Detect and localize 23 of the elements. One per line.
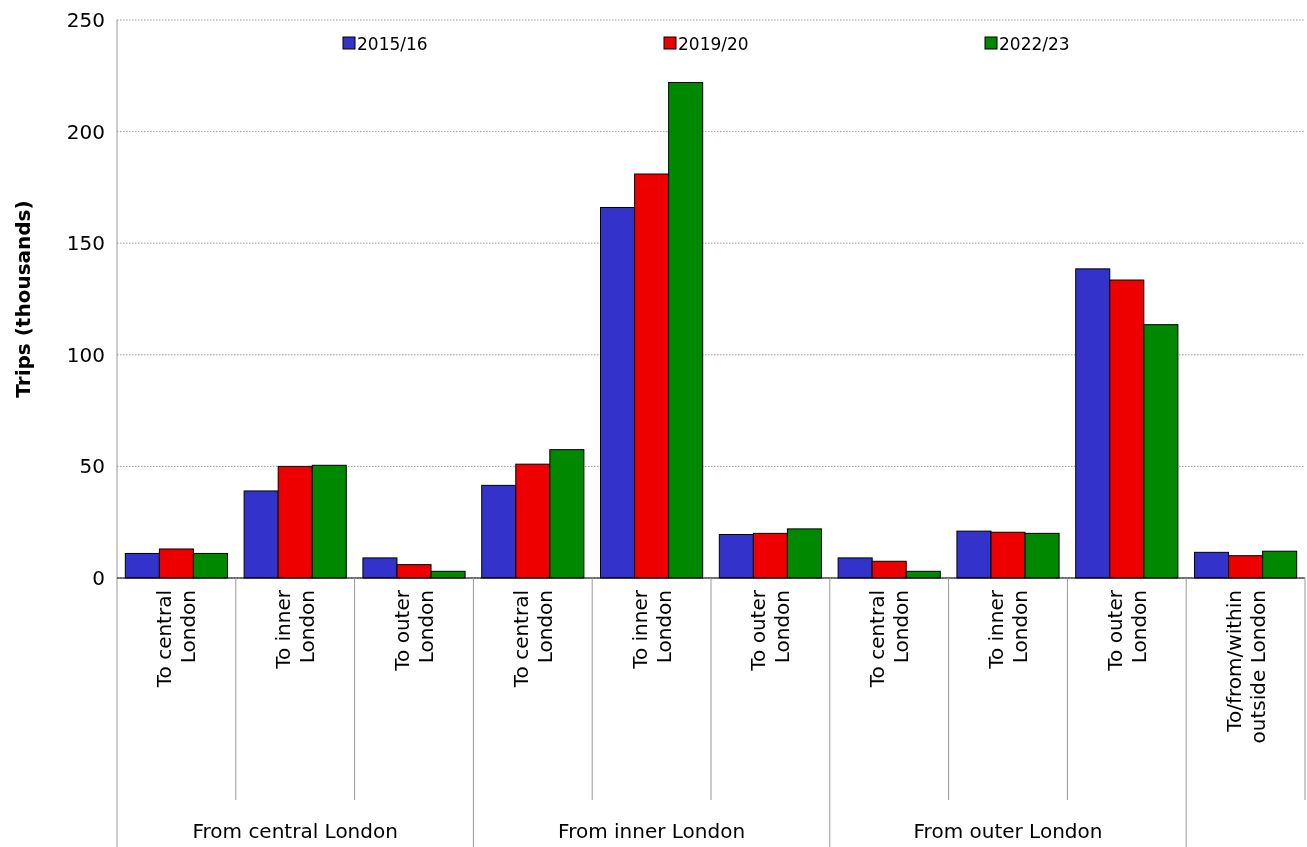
x-tick-label: To outer London: [746, 589, 795, 672]
text: From inner London: [558, 819, 746, 843]
y-axis-title: Trips (thousands): [11, 200, 35, 398]
y-tick-label: 0: [92, 566, 105, 590]
y-tick-label: 250: [66, 8, 105, 32]
x-tick-label: To central London: [865, 590, 914, 689]
x-tick-label: To/from/within outside London: [1221, 590, 1270, 744]
legend-label: 2022/23: [999, 33, 1070, 54]
text: From central London: [192, 819, 398, 843]
y-tick-label: 200: [66, 119, 105, 144]
x-tick-label: To central London: [508, 590, 557, 689]
x-tick-label: To central London: [152, 590, 201, 689]
x-tick-label: To inner London: [271, 589, 320, 670]
x-tick-label: To outer London: [1102, 589, 1151, 672]
legend-label: 2015/16: [357, 33, 428, 54]
y-tick-label: 100: [66, 342, 105, 367]
y-tick-label: 50: [79, 454, 105, 479]
x-tick-label: To outer London: [390, 589, 438, 672]
text: From outer London: [913, 819, 1103, 843]
legend-label: 2019/20: [678, 33, 749, 54]
x-tick-label: To inner London: [984, 589, 1032, 670]
x-tick-label: To inner London: [627, 589, 676, 670]
y-tick-label: 150: [66, 231, 105, 256]
